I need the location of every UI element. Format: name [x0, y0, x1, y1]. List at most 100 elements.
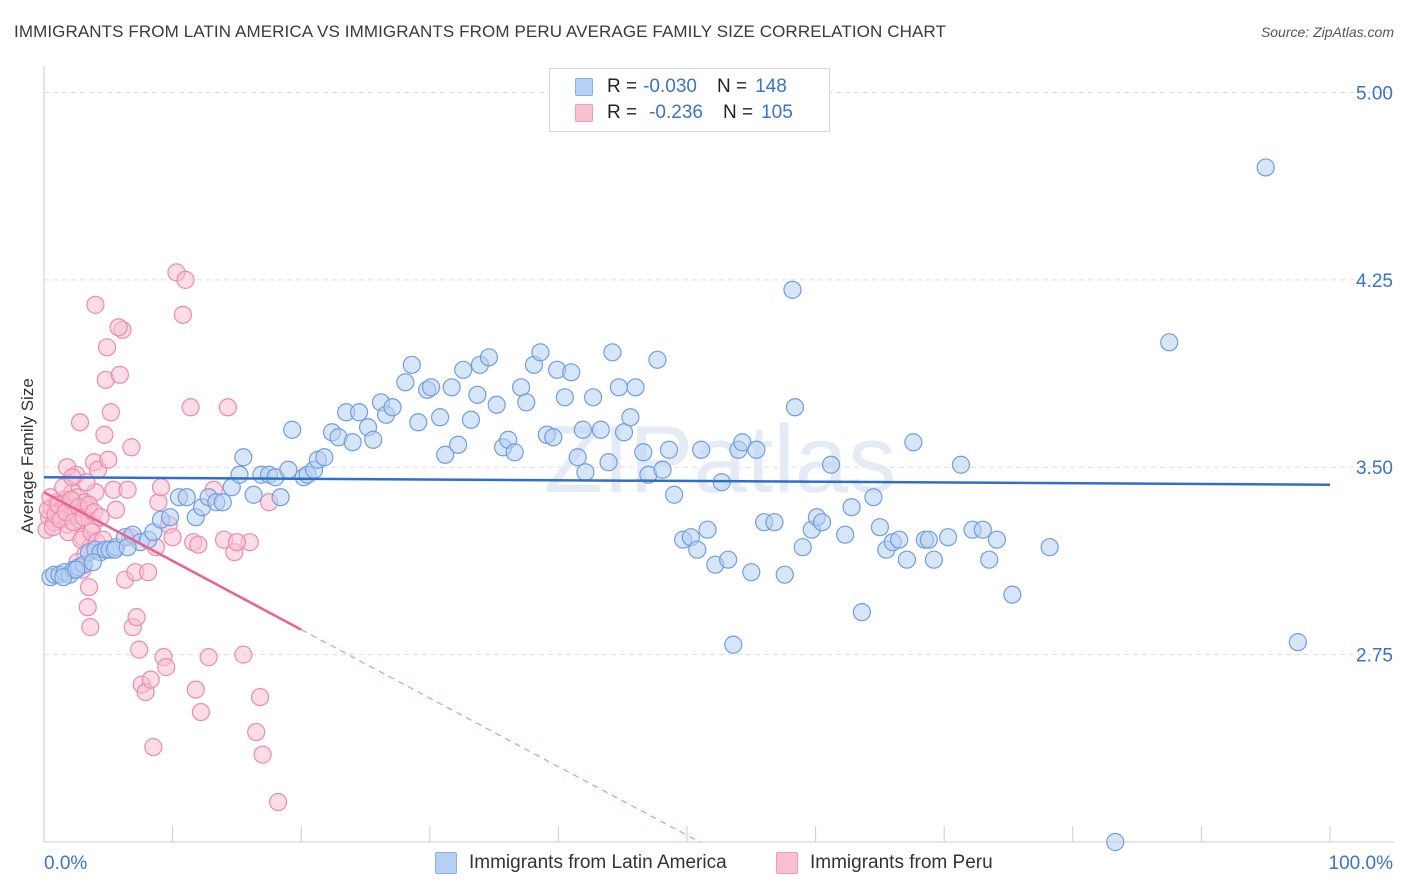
data-point-latin-america	[1003, 585, 1022, 604]
data-point-latin-america	[919, 530, 938, 549]
legend-row-peru: R = -0.236 N = 105	[575, 101, 793, 125]
data-point-latin-america	[160, 508, 180, 527]
bottom-legend-swatch-pink	[776, 852, 798, 874]
data-point-peru	[173, 305, 192, 324]
data-point-latin-america	[653, 460, 672, 479]
data-point-peru	[253, 745, 272, 764]
legend-row-latin-america: R = -0.030 N = 148	[575, 75, 787, 99]
data-point-latin-america	[1256, 158, 1275, 177]
legend-n-value: 105	[761, 102, 793, 123]
bottom-legend-label: Immigrants from Peru	[810, 852, 993, 873]
data-point-latin-america	[562, 363, 581, 382]
data-point-latin-america	[864, 488, 883, 507]
axis-layer	[43, 66, 1394, 843]
data-point-latin-america	[904, 433, 923, 452]
data-point-latin-america	[83, 553, 102, 572]
data-point-latin-america	[897, 550, 917, 569]
data-point-latin-america	[924, 550, 944, 569]
legend: R = -0.030 N = 148 R = -0.236 N = 105	[549, 68, 830, 132]
data-point-latin-america	[665, 485, 684, 504]
data-point-latin-america	[980, 550, 999, 569]
data-point-peru	[227, 533, 246, 552]
data-point-latin-america	[568, 448, 587, 467]
data-point-latin-america	[836, 525, 855, 544]
data-point-latin-america	[626, 378, 645, 397]
data-point-latin-america	[719, 550, 738, 569]
y-tick-label: 3.50	[1356, 458, 1393, 479]
data-point-latin-america	[765, 513, 784, 532]
data-point-peru	[144, 737, 163, 757]
data-point-peru	[163, 528, 182, 547]
data-point-peru	[151, 478, 171, 497]
data-point-peru	[234, 645, 253, 664]
chart-title: IMMIGRANTS FROM LATIN AMERICA VS IMMIGRA…	[14, 22, 946, 41]
data-point-latin-america	[938, 528, 958, 547]
data-point-peru	[106, 500, 126, 519]
data-point-latin-america	[973, 520, 992, 539]
trend-lines	[43, 475, 1331, 843]
data-point-latin-america	[396, 373, 415, 392]
data-point-peru	[79, 578, 99, 597]
data-point-latin-america	[659, 440, 679, 459]
data-point-latin-america	[454, 360, 473, 379]
data-point-latin-america	[599, 453, 618, 472]
y-tick-label: 4.25	[1356, 271, 1393, 292]
data-point-peru	[218, 398, 237, 417]
legend-r-value: -0.030	[643, 76, 697, 97]
data-point-peru	[250, 687, 270, 707]
data-point-latin-america	[609, 378, 628, 397]
data-point-latin-america	[118, 538, 137, 557]
data-point-latin-america	[177, 488, 196, 507]
data-point-latin-america	[821, 455, 841, 474]
bottom-legend-peru: Immigrants from Peru	[776, 852, 993, 874]
data-point-peru	[268, 792, 288, 812]
data-point-latin-america	[544, 428, 563, 447]
data-point-latin-america	[213, 493, 232, 512]
data-point-peru	[95, 425, 114, 444]
data-point-latin-america	[870, 518, 890, 537]
data-point-peru	[101, 403, 120, 422]
data-point-peru	[97, 338, 117, 357]
data-point-latin-america	[987, 530, 1007, 549]
data-point-latin-america	[1106, 832, 1125, 852]
data-point-latin-america	[364, 430, 383, 449]
data-point-peru	[189, 535, 208, 554]
data-point-latin-america	[724, 635, 743, 654]
data-point-latin-america	[742, 563, 761, 582]
data-point-latin-america	[733, 433, 752, 452]
data-point-latin-america	[442, 378, 461, 397]
data-point-latin-america	[603, 343, 622, 362]
data-point-latin-america	[634, 443, 653, 462]
x-tick-label: 0.0%	[44, 853, 87, 874]
data-point-latin-america	[279, 460, 298, 479]
data-point-peru	[186, 680, 205, 699]
data-point-latin-america	[584, 388, 603, 407]
data-point-latin-america	[621, 408, 640, 427]
data-point-peru	[99, 450, 118, 469]
legend-r-label: R =	[607, 76, 638, 97]
data-point-peru	[149, 493, 168, 512]
data-point-latin-america	[747, 440, 766, 459]
data-point-latin-america	[271, 488, 290, 507]
data-point-latin-america	[430, 408, 450, 427]
data-point-latin-america	[244, 485, 263, 504]
legend-r-value: -0.236	[649, 102, 703, 123]
data-point-latin-america	[479, 348, 499, 367]
trend-line-peru-extension	[300, 629, 701, 843]
data-point-latin-america	[812, 513, 832, 532]
legend-n-label: N =	[716, 76, 748, 97]
bottom-legend-swatch-blue	[435, 852, 457, 874]
data-point-latin-america	[505, 443, 524, 462]
data-point-latin-america	[315, 448, 334, 467]
legend-swatch-blue	[575, 78, 593, 96]
data-point-latin-america	[517, 393, 536, 412]
legend-r-label: R =	[607, 102, 638, 123]
data-point-latin-america	[1040, 538, 1059, 557]
bottom-legend-label: Immigrants from Latin America	[469, 852, 727, 873]
trend-line-latin-america	[43, 475, 1331, 486]
data-point-peru	[247, 722, 266, 742]
data-point-latin-america	[688, 540, 707, 559]
data-point-latin-america	[421, 378, 441, 397]
data-point-peru	[176, 270, 195, 289]
